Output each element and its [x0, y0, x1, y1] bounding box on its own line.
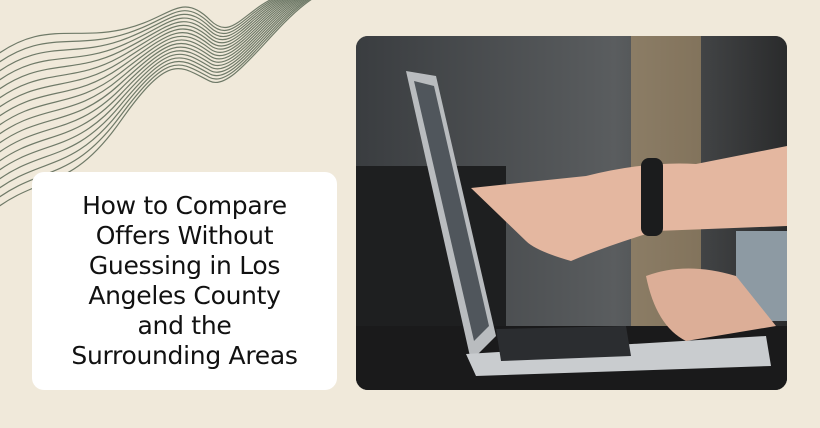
wave-line [0, 0, 285, 99]
wave-line [0, 0, 280, 81]
wave-line [0, 0, 308, 189]
title-line: and the [137, 311, 232, 340]
title-line: Guessing in Los [88, 251, 281, 280]
wave-line [0, 0, 290, 117]
wave-line [0, 0, 283, 90]
page-title: How to Compare Offers Without Guessing i… [40, 191, 330, 371]
wave-line [0, 0, 310, 198]
title-line: Angeles County [88, 281, 281, 310]
title-card: How to Compare Offers Without Guessing i… [32, 172, 337, 390]
wave-line [0, 0, 272, 54]
wave-line [0, 0, 297, 144]
wave-line [0, 0, 304, 171]
title-line: Offers Without [95, 221, 274, 250]
wave-line [0, 0, 292, 126]
laptop-photo [356, 36, 787, 390]
wave-line [0, 0, 302, 162]
wave-line [0, 0, 275, 63]
wave-line [0, 0, 306, 180]
decorative-wave-lines [0, 0, 312, 207]
wave-line [0, 0, 295, 135]
title-line: How to Compare [82, 191, 287, 220]
title-line: Surrounding Areas [71, 341, 298, 370]
wave-line [0, 0, 300, 153]
wave-line [0, 0, 288, 108]
wave-line [0, 0, 278, 72]
